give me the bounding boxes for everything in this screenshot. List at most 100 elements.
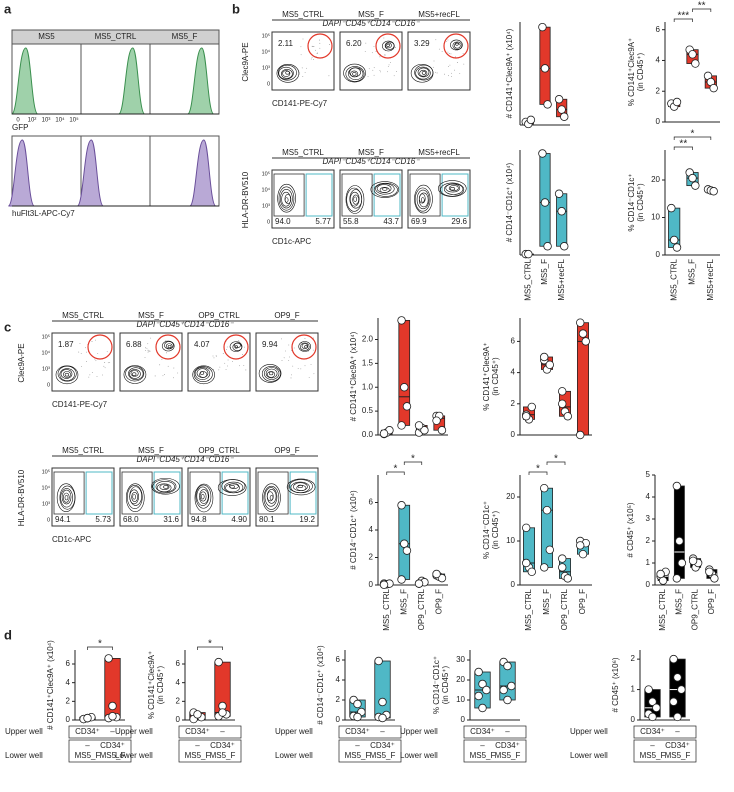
contour [299, 342, 310, 351]
label: 1.0 [362, 382, 374, 391]
point [563, 412, 572, 421]
label: CD34⁺ [210, 741, 235, 750]
label: – [675, 727, 680, 736]
contour [450, 39, 463, 51]
event [107, 362, 109, 364]
flow-plot [255, 467, 319, 527]
contour [414, 187, 431, 212]
sig-bracket [673, 136, 712, 140]
point [522, 558, 531, 568]
event [312, 46, 314, 47]
event [288, 360, 290, 362]
point [677, 558, 687, 568]
event [173, 377, 175, 379]
point [705, 567, 714, 576]
contour [452, 41, 463, 50]
point [397, 575, 406, 584]
label: CD34⁺ [495, 741, 520, 750]
point [542, 506, 552, 515]
point [374, 656, 383, 666]
label: – [380, 727, 385, 736]
point [581, 337, 590, 346]
event [371, 52, 373, 54]
event [78, 351, 80, 353]
contour [278, 186, 295, 211]
label: 4 [511, 368, 516, 377]
label: MS5_F [138, 311, 164, 320]
label: 0 [47, 517, 50, 523]
contour [127, 485, 143, 509]
label: CD34⁺ [640, 727, 665, 736]
point [554, 189, 564, 198]
point [540, 352, 549, 362]
label: MS5_F [75, 751, 101, 760]
contour [437, 180, 467, 197]
point [652, 703, 661, 713]
point [545, 545, 554, 554]
contour [286, 478, 316, 496]
label: 10 [651, 213, 660, 222]
label: MS5_CTRL [62, 311, 104, 320]
event [312, 349, 314, 351]
label: 10³ [42, 366, 50, 372]
event [109, 361, 111, 363]
event [313, 373, 315, 375]
label: 2 [511, 399, 516, 408]
label: 55.8 [343, 217, 359, 226]
event [148, 350, 150, 352]
label: OP9_F [578, 589, 587, 614]
label: OP9_CTRL [198, 311, 240, 320]
event [432, 66, 434, 68]
event [97, 352, 99, 354]
contour [199, 489, 209, 504]
event [307, 351, 309, 353]
label: 4 [656, 56, 661, 65]
point [478, 703, 487, 713]
event [308, 376, 310, 378]
point [672, 243, 682, 252]
label: – [650, 741, 655, 750]
label: 0.0 [362, 430, 374, 439]
event [302, 38, 304, 40]
label: 5.73 [95, 515, 111, 524]
label: OP9_F [274, 311, 299, 320]
event [89, 374, 91, 376]
event [244, 346, 246, 348]
event [94, 339, 96, 341]
label: CD34⁺ [100, 741, 125, 750]
point [527, 567, 536, 576]
label: 4 [369, 525, 374, 534]
event [104, 362, 106, 363]
point [675, 536, 684, 546]
histogram [7, 139, 81, 207]
label: OP9_CTRL [417, 588, 426, 630]
label: # CD14⁻CD1c⁺ (x10⁴) [505, 162, 514, 242]
event [165, 340, 167, 341]
label: 10⁵ [262, 170, 270, 177]
label: 10³ [42, 501, 50, 507]
label: (in CD45⁺) [491, 510, 500, 549]
label: 2.11 [278, 39, 294, 48]
gate [121, 471, 153, 515]
event [163, 374, 165, 375]
event [232, 361, 233, 363]
label: 4.07 [194, 340, 210, 349]
contour [125, 483, 145, 513]
event [387, 66, 389, 67]
label: MS5_CTRL [95, 32, 137, 41]
contour [282, 70, 291, 77]
point [677, 685, 686, 694]
event [166, 352, 167, 354]
gate [441, 173, 469, 217]
point [108, 712, 117, 721]
label: ** [679, 139, 687, 150]
point [557, 105, 566, 114]
flow-plot [255, 332, 319, 392]
event [395, 47, 396, 48]
contour [420, 197, 425, 203]
flow-plot [271, 169, 335, 229]
label: OP9_CTRL [691, 588, 700, 630]
label: 4.90 [231, 515, 247, 524]
contour [225, 483, 240, 493]
point [108, 701, 117, 711]
